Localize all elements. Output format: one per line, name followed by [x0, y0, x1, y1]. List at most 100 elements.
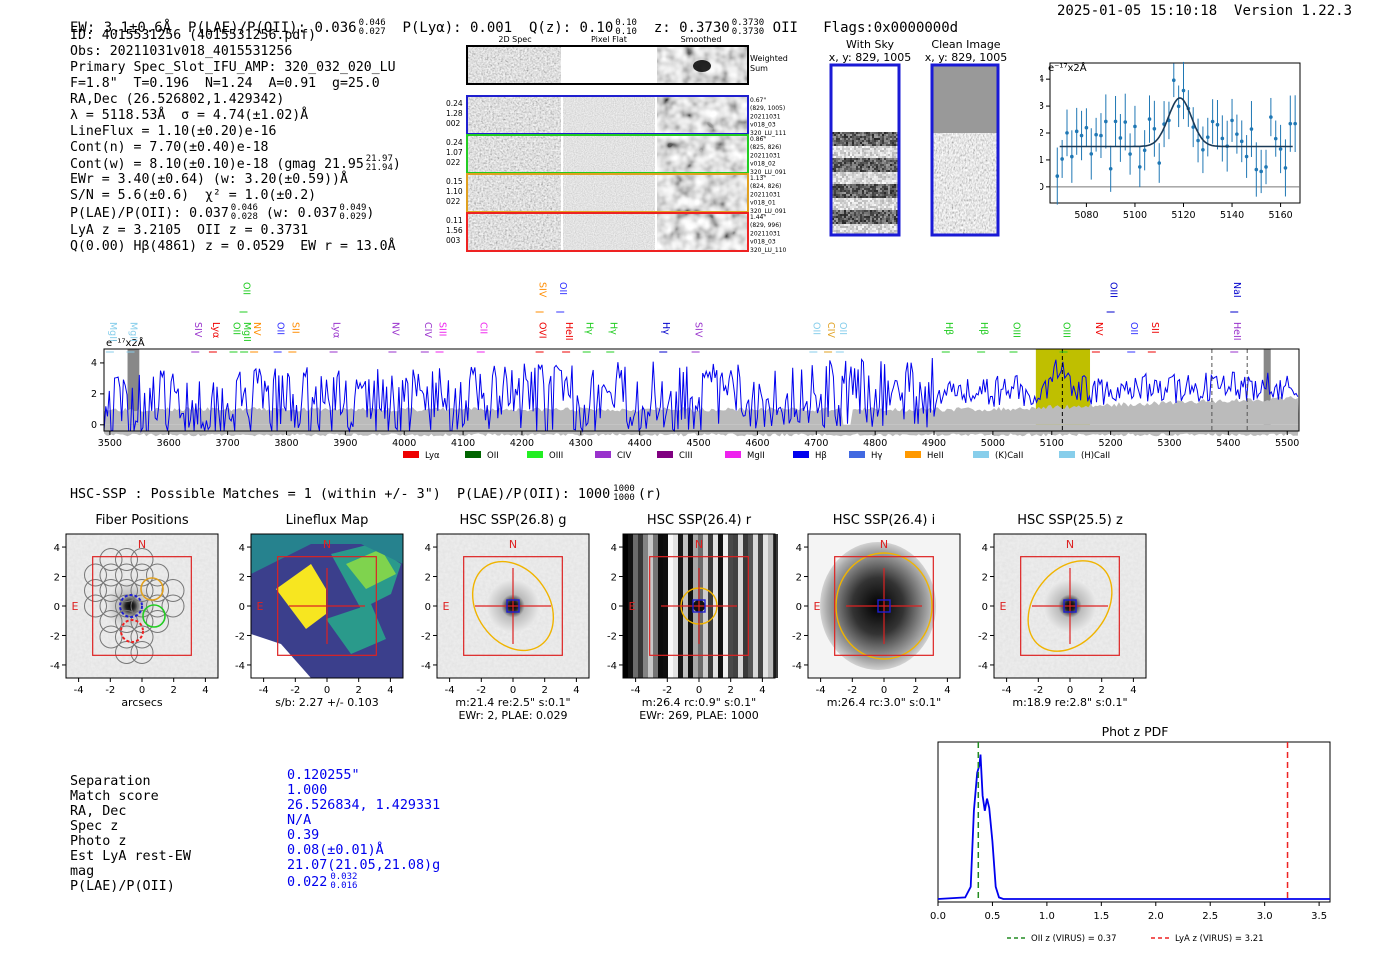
- sky-pixel: [850, 196, 852, 198]
- sky-pixel: [876, 162, 878, 164]
- info-plae-w-hi: 0.049: [339, 203, 367, 213]
- sky-pixel: [868, 162, 870, 164]
- sky-pixel: [854, 150, 856, 152]
- sky-pixel: [844, 156, 846, 158]
- spectrum-legend-label: OIII: [549, 451, 563, 460]
- sky-pixel: [860, 230, 862, 232]
- sky-pixel: [846, 208, 848, 210]
- sky-pixel: [896, 210, 898, 212]
- sky-pixel: [848, 214, 850, 216]
- spectrum-line-label: Hγ: [607, 322, 618, 335]
- sky-pixel: [848, 148, 850, 150]
- sky-pixel: [866, 220, 868, 222]
- sky-pixel: [870, 144, 872, 146]
- sky-pixel: [884, 196, 886, 198]
- stamp-ytick-label: -4: [792, 661, 802, 672]
- sky-pixel: [878, 166, 880, 168]
- sky-pixel: [844, 188, 846, 190]
- sky-pixel: [858, 132, 860, 134]
- sky-pixel: [856, 196, 858, 198]
- sky-pixel: [872, 132, 874, 134]
- sky-pixel: [890, 182, 892, 184]
- spec2d-flat-2: [563, 174, 655, 212]
- sky-pixel: [844, 176, 846, 178]
- sky-pixel: [844, 208, 846, 210]
- sky-pixel: [846, 224, 848, 226]
- sky-pixel: [850, 206, 852, 208]
- sky-pixel: [846, 214, 848, 216]
- header-qz: Q(z): 0.10: [528, 20, 614, 36]
- sky-pixel: [844, 224, 846, 226]
- sky-pixel: [862, 202, 864, 204]
- sky-pixel: [844, 180, 846, 182]
- sky-pixel: [870, 160, 872, 162]
- sky-pixel: [874, 194, 876, 196]
- fit-xtick-label: 5100: [1123, 210, 1147, 221]
- sky-pixel: [876, 222, 878, 224]
- sky-pixel: [852, 138, 854, 140]
- sky-pixel: [836, 170, 838, 172]
- sky-pixel: [894, 174, 896, 176]
- stamp-xtick-label: 2: [171, 685, 177, 696]
- sky-pixel: [886, 226, 888, 228]
- sky-pixel: [866, 162, 868, 164]
- sky-pixel: [872, 144, 874, 146]
- stamp-xtick-label: 4: [387, 685, 393, 696]
- sky-pixel: [860, 148, 862, 150]
- sky-pixel: [878, 202, 880, 204]
- sky-pixel: [866, 198, 868, 200]
- sky-pixel: [852, 162, 854, 164]
- sky-pixel: [874, 230, 876, 232]
- spec2d-weighted-row: Weighted Sum: [466, 45, 788, 85]
- sky-pixel: [892, 202, 894, 204]
- sky-pixel: [852, 204, 854, 206]
- sky-pixel: [874, 206, 876, 208]
- sky-pixel: [872, 210, 874, 212]
- sky-pixel: [886, 218, 888, 220]
- spec2d-row-left-1-2: 022: [446, 158, 461, 167]
- sky-pixel: [834, 158, 836, 160]
- stamp-ytick-label: 2: [425, 573, 431, 584]
- sky-pixel: [880, 144, 882, 146]
- sky-pixel: [874, 166, 876, 168]
- sky-pixel: [864, 202, 866, 204]
- sky-pixel: [842, 164, 844, 166]
- stamp-xtick-label: -2: [290, 685, 300, 696]
- stamp-xtick-label: 0: [1067, 685, 1073, 696]
- sky-pixel: [854, 132, 856, 134]
- sky-pixel: [890, 226, 892, 228]
- sky-pixel: [840, 178, 842, 180]
- sky-pixel: [850, 180, 852, 182]
- sky-pixel: [868, 150, 870, 152]
- sky-pixel: [838, 206, 840, 208]
- sky-pixel: [866, 132, 868, 134]
- sky-pixel: [894, 140, 896, 142]
- sky-pixel: [838, 166, 840, 168]
- sky-pixel: [866, 156, 868, 158]
- sky-pixel: [860, 204, 862, 206]
- stamp-ytick-label: -2: [50, 631, 60, 642]
- spectrum-legend-label: (H)CaII: [1081, 451, 1110, 460]
- sky-pixel: [874, 174, 876, 176]
- sky-pixel: [882, 136, 884, 138]
- sky-pixel: [844, 186, 846, 188]
- spec2d-row-left-0-0: 0.24: [446, 99, 463, 108]
- sky-pixel: [876, 214, 878, 216]
- sky-pixel: [878, 198, 880, 200]
- stamp-fiber: [99, 579, 123, 602]
- sky-pixel: [840, 210, 842, 212]
- sky-pixel: [880, 174, 882, 176]
- sky-pixel: [864, 226, 866, 228]
- sky-pixel: [886, 160, 888, 162]
- sky-pixel: [874, 138, 876, 140]
- sky-pixel: [852, 142, 854, 144]
- sky-pixel: [894, 158, 896, 160]
- sky-pixel: [890, 206, 892, 208]
- sky-pixel: [880, 164, 882, 166]
- sky-pixel: [832, 140, 834, 142]
- sky-pixel: [884, 210, 886, 212]
- sky-pixel: [868, 190, 870, 192]
- spectrum-xtick-label: 4300: [569, 438, 593, 449]
- sky-pixel: [840, 168, 842, 170]
